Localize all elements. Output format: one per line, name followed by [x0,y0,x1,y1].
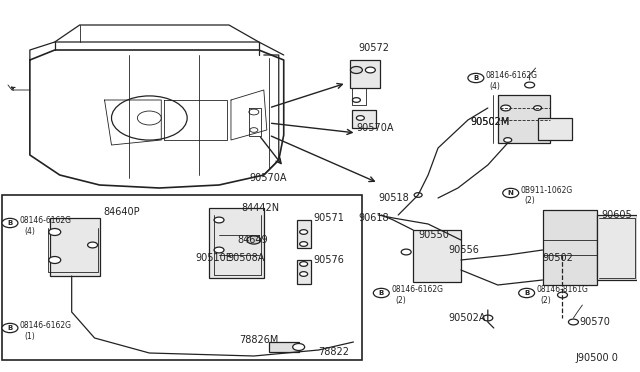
Text: B: B [524,290,529,296]
Text: 84640P: 84640P [104,207,140,217]
Text: 90571: 90571 [314,213,344,223]
Circle shape [2,218,18,228]
Circle shape [557,292,568,298]
Bar [297,220,310,248]
Circle shape [300,272,308,276]
Circle shape [292,343,305,350]
Circle shape [88,242,97,248]
Bar [498,95,550,143]
Text: 08146-6162G: 08146-6162G [20,321,72,330]
Text: 90502M: 90502M [470,117,509,127]
Text: (1): (1) [24,331,35,340]
Text: 90502A: 90502A [448,313,486,323]
Circle shape [504,138,512,142]
Circle shape [503,188,518,198]
Text: J90500 0: J90500 0 [575,353,618,363]
Bar [50,218,100,276]
Text: (2): (2) [525,196,536,205]
Text: 90618: 90618 [358,213,389,223]
Circle shape [249,109,259,115]
Circle shape [2,323,18,333]
Text: 90508A: 90508A [227,253,264,263]
Text: 08146-6162G: 08146-6162G [20,215,72,224]
Circle shape [534,106,541,110]
Text: 90502M: 90502M [470,117,509,127]
Circle shape [414,193,422,197]
Circle shape [111,96,187,140]
Circle shape [353,98,360,102]
Circle shape [300,230,308,234]
Text: 90510E: 90510E [195,253,232,263]
Text: 84649: 84649 [237,235,268,245]
Text: B: B [7,220,13,226]
Text: 08146-6162G: 08146-6162G [391,285,444,295]
Text: (4): (4) [24,227,35,235]
Circle shape [401,249,411,255]
Text: 90518: 90518 [378,193,409,203]
Circle shape [49,257,61,263]
Circle shape [300,262,308,266]
Circle shape [356,116,364,120]
Circle shape [247,236,261,244]
Circle shape [214,247,224,253]
Circle shape [468,73,484,83]
Circle shape [138,111,161,125]
Text: 84442N: 84442N [241,203,279,213]
Bar [297,260,310,284]
Bar [209,208,264,278]
Circle shape [250,128,258,132]
Text: 90502: 90502 [543,253,573,263]
Text: (2): (2) [541,296,551,305]
Circle shape [49,228,61,235]
Circle shape [365,67,375,73]
Text: B: B [7,325,13,331]
Bar [351,60,380,88]
Text: 08146-6162G: 08146-6162G [486,71,538,80]
Text: 90576: 90576 [314,255,344,265]
Text: 78826M: 78826M [239,335,278,345]
Circle shape [525,82,534,88]
Text: 78822: 78822 [319,347,349,357]
Text: B: B [379,290,384,296]
Bar [597,215,637,280]
Text: 90570A: 90570A [249,173,286,183]
Text: 90572: 90572 [358,43,389,53]
Text: 90556: 90556 [448,245,479,255]
Bar [269,342,299,352]
Text: 90570A: 90570A [356,123,394,133]
Bar [538,118,572,140]
Text: N: N [508,190,514,196]
Bar [353,110,376,128]
Text: 90550: 90550 [418,230,449,240]
Text: B: B [473,75,479,81]
Circle shape [568,319,579,325]
Bar [543,210,597,285]
Circle shape [483,315,493,321]
Bar [2,195,362,360]
Circle shape [373,288,389,298]
Text: 90605: 90605 [602,210,632,220]
Text: (2): (2) [396,296,406,305]
Circle shape [500,105,511,111]
Circle shape [518,288,534,298]
Text: 0B911-1062G: 0B911-1062G [521,186,573,195]
Circle shape [214,217,224,223]
Text: 90570: 90570 [579,317,611,327]
Text: (4): (4) [490,81,500,90]
Text: 08146-8161G: 08146-8161G [536,285,588,295]
Bar [413,230,461,282]
Circle shape [351,67,362,74]
Circle shape [300,242,308,246]
